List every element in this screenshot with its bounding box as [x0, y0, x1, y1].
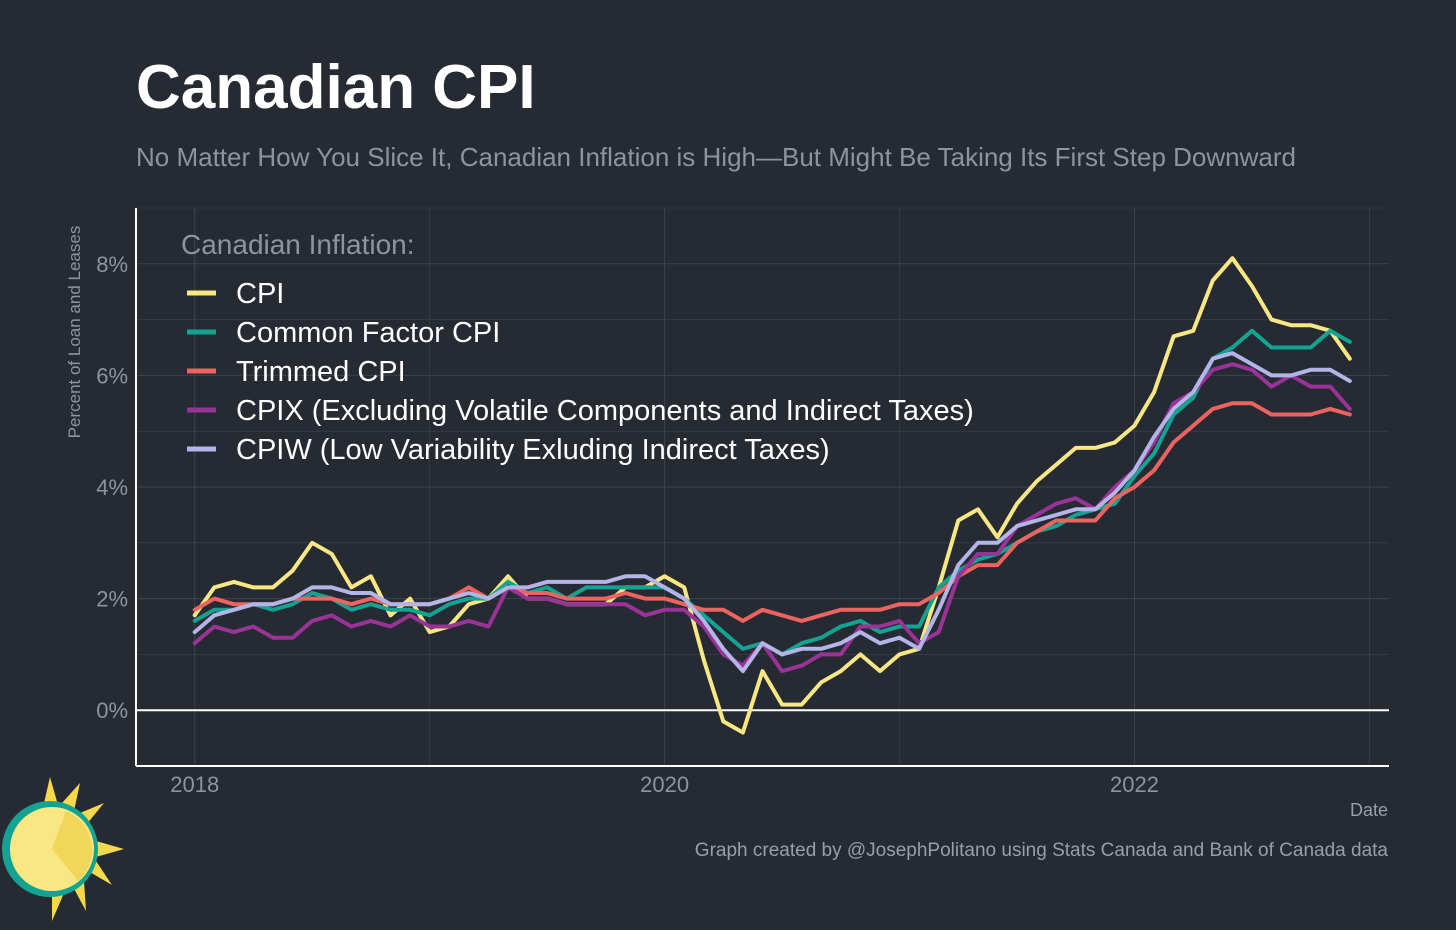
y-tick-label: 6%	[96, 363, 128, 388]
y-axis-label: Percent of Loan and Leases	[65, 226, 84, 439]
series-layer	[192, 256, 1352, 735]
y-tick-label: 8%	[96, 252, 128, 277]
legend-label: CPI	[236, 278, 284, 310]
y-tick-label: 2%	[96, 587, 128, 612]
y-tick-label: 4%	[96, 475, 128, 500]
axis-layer: 0% 2% 4% 6% 8% 2018 2020 2022	[96, 208, 1389, 797]
legend-label: Trimmed CPI	[236, 356, 406, 388]
legend-label: CPIX (Excluding Volatile Components and …	[236, 395, 974, 427]
series-line-4	[192, 362, 1352, 674]
legend: Canadian Inflation: CPI Common Factor CPI T…	[181, 229, 974, 466]
x-tick-label: 2018	[170, 772, 219, 797]
legend-label: CPIW (Low Variability Exluding Indirect …	[236, 434, 830, 466]
sun-logo-icon	[2, 777, 124, 921]
legend-title: Canadian Inflation:	[181, 229, 415, 260]
series-line-5	[192, 351, 1352, 674]
chart-title: Canadian CPI	[136, 53, 536, 122]
x-axis-label: Date	[1349, 800, 1388, 820]
x-tick-label: 2020	[640, 772, 689, 797]
legend-label: Common Factor CPI	[236, 317, 500, 349]
chart-subtitle: No Matter How You Slice It, Canadian Inf…	[136, 142, 1296, 172]
source-caption: Graph created by @JosephPolitano using S…	[694, 840, 1388, 861]
x-tick-label: 2022	[1110, 772, 1159, 797]
y-tick-label: 0%	[96, 698, 128, 723]
grid-layer	[136, 207, 1389, 767]
